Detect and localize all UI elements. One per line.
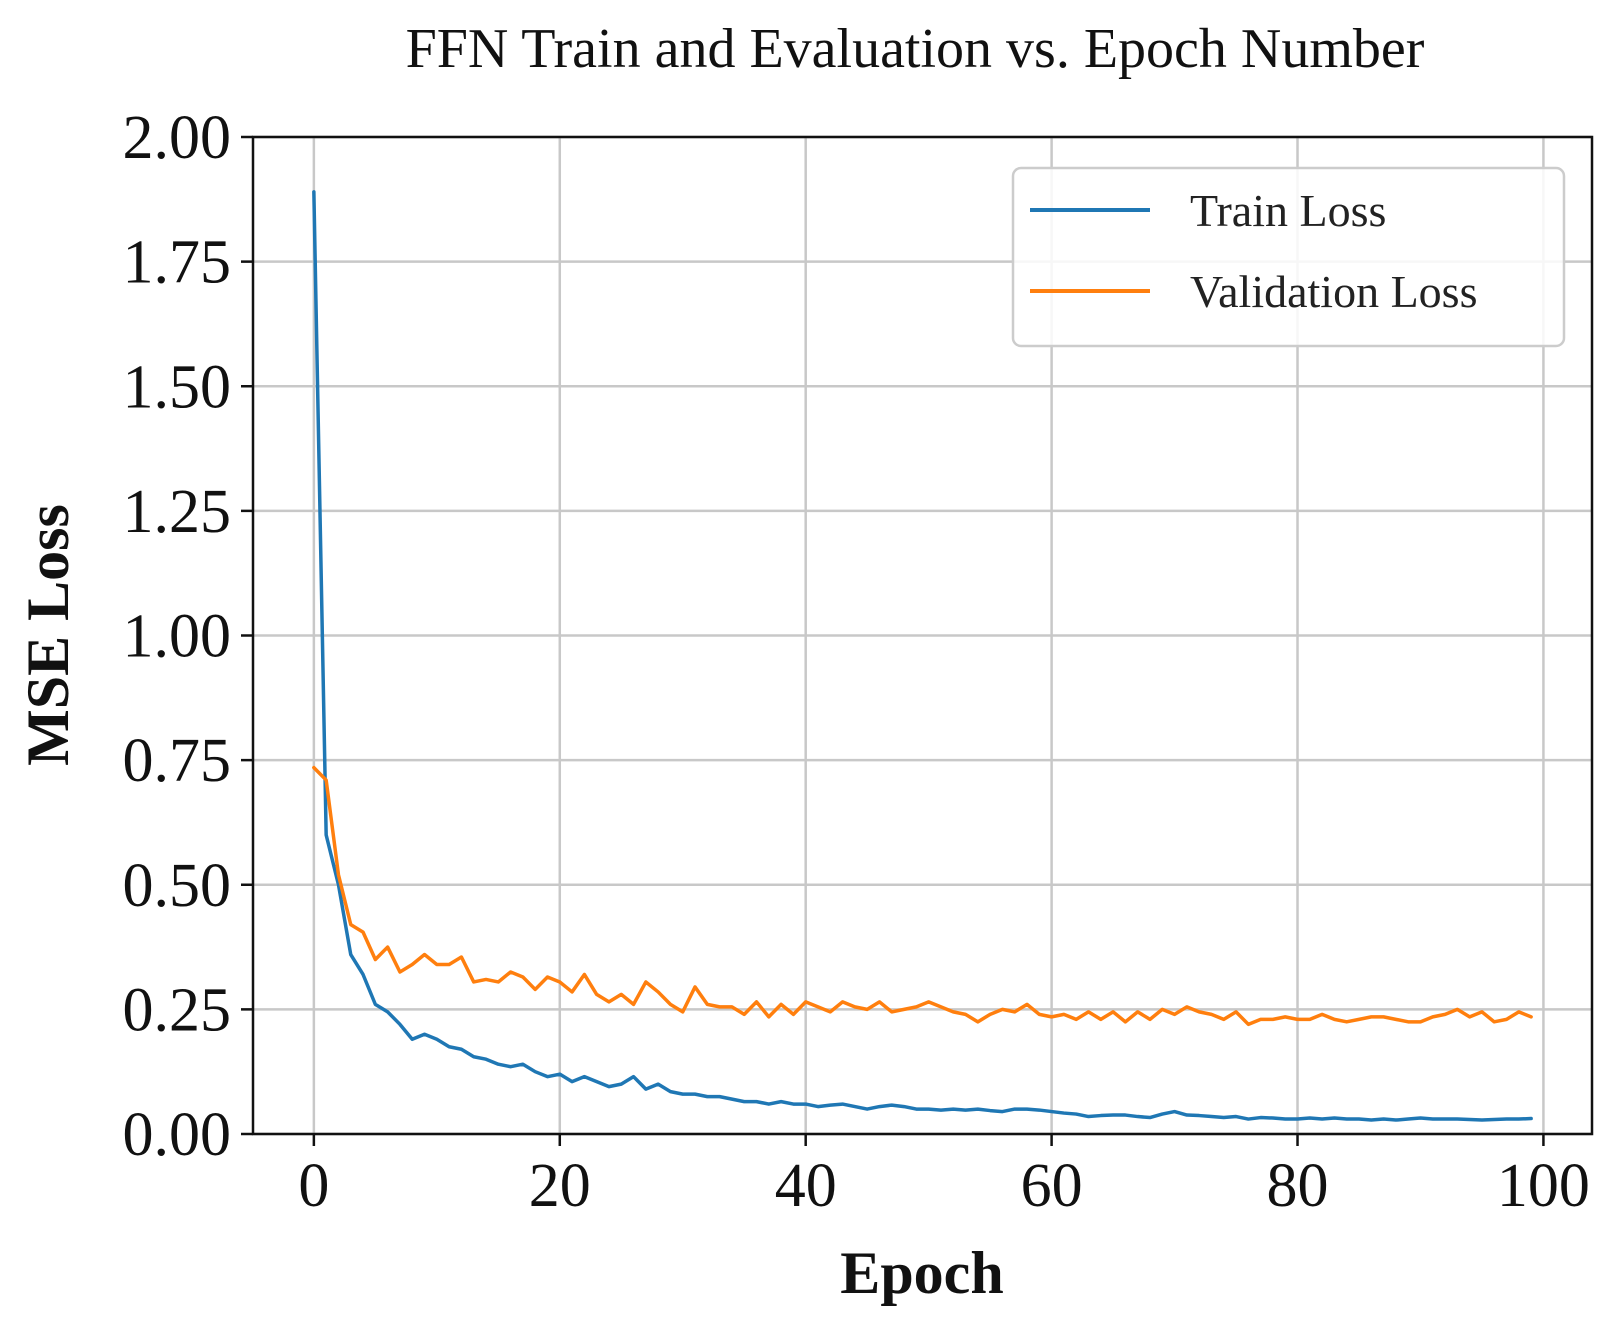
y-tick-label: 0.25 [123, 976, 232, 1044]
x-tick-label: 40 [775, 1152, 837, 1220]
legend-label-train-loss: Train Loss [1190, 185, 1386, 236]
chart-title: FFN Train and Evaluation vs. Epoch Numbe… [406, 18, 1425, 80]
x-tick-label: 20 [529, 1152, 591, 1220]
y-tick-label: 0.50 [123, 852, 232, 920]
x-tick-label: 0 [298, 1152, 329, 1220]
series-group [312, 190, 1533, 1122]
y-tick-label: 2.00 [123, 104, 232, 172]
x-tick-label: 80 [1267, 1152, 1329, 1220]
y-tick-label: 1.50 [123, 353, 232, 421]
x-tick-label: 100 [1497, 1152, 1590, 1220]
legend-frame [1011, 166, 1566, 348]
x-tick-label: 60 [1021, 1152, 1083, 1220]
series-line-validation-loss [312, 765, 1533, 1027]
x-axis-label: Epoch [840, 1240, 1003, 1306]
legend-label-validation-loss: Validation Loss [1190, 266, 1477, 317]
series-line-train-loss [312, 190, 1533, 1122]
legend: Train Loss Validation Loss [1011, 166, 1566, 348]
y-axis-label: MSE Loss [15, 504, 81, 766]
axis-ticks: 0.00 0.25 0.50 0.75 1.00 1.25 1.50 1.75 2.00 0 20 4… [123, 104, 1590, 1220]
y-tick-label: 1.25 [123, 478, 232, 546]
y-tick-label: 1.75 [123, 229, 232, 297]
y-tick-label: 0.75 [123, 727, 232, 795]
y-tick-label: 1.00 [123, 603, 232, 671]
y-tick-label: 0.00 [123, 1101, 232, 1169]
